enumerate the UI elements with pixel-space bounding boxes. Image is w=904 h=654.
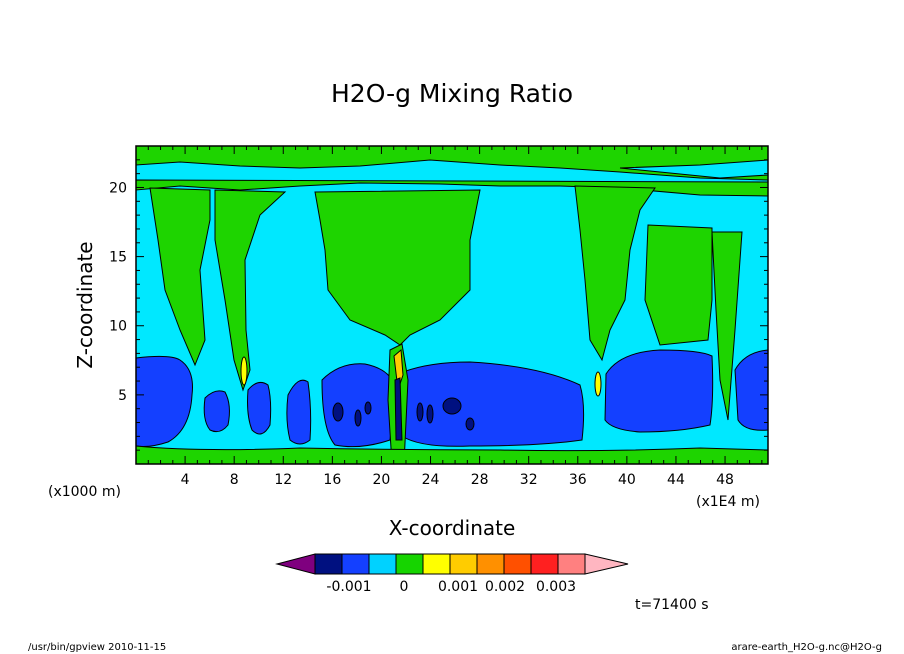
x-tick-label: 44 — [667, 472, 685, 488]
x-tick-label: 24 — [422, 472, 440, 488]
x-tick-label: 16 — [323, 472, 341, 488]
plume-2 — [214, 189, 287, 392]
x-tick-label: 8 — [230, 472, 239, 488]
colorbar-swatch — [395, 553, 424, 575]
y-tick-label: 5 — [118, 388, 127, 404]
colorbar-swatch — [530, 553, 559, 575]
colorbar-swatch — [503, 553, 532, 575]
y-axis: 5 10 15 20 — [109, 159, 768, 451]
y-unit-label: (x1000 m) — [48, 484, 121, 500]
blob-5 — [321, 363, 394, 448]
colorbar-over-triangle — [584, 553, 629, 575]
core-6 — [442, 397, 462, 415]
colorbar-label: 0.003 — [536, 579, 576, 595]
y-tick-label: 15 — [109, 250, 127, 266]
yellow-spot-2 — [594, 371, 602, 397]
plume-right — [574, 185, 656, 362]
colorbar-label: -0.001 — [326, 579, 371, 595]
plot-frame — [135, 145, 769, 465]
plot-area — [135, 145, 769, 465]
x-unit-label: (x1E4 m) — [696, 494, 760, 510]
y-tick-label: 20 — [109, 180, 127, 196]
core-1 — [332, 402, 344, 422]
plume-edge — [711, 231, 743, 421]
core-4 — [416, 402, 424, 422]
blob-4 — [286, 379, 312, 445]
y-tick-label: 10 — [109, 319, 127, 335]
blob-2 — [203, 390, 230, 433]
contour-upper-band — [135, 145, 769, 181]
colorbar-label: 0 — [400, 579, 409, 595]
x-tick-label: 4 — [181, 472, 190, 488]
colorbar-swatch — [449, 553, 478, 575]
x-tick-label: 20 — [373, 472, 391, 488]
colorbar-swatch — [341, 553, 370, 575]
x-tick-label: 48 — [716, 472, 734, 488]
y-axis-label: Z-coordinate — [73, 241, 97, 368]
core-5 — [426, 404, 434, 424]
colorbar-swatch — [476, 553, 505, 575]
colorbar-swatch — [422, 553, 451, 575]
x-tick-label: 12 — [274, 472, 292, 488]
colorbar-swatch — [314, 553, 343, 575]
x-tick-label: 28 — [471, 472, 489, 488]
contour-upper-band2 — [135, 179, 769, 197]
colorbar-label: 0.002 — [485, 579, 525, 595]
x-tick-label: 36 — [569, 472, 587, 488]
x-axis: 4 8 12 16 20 24 28 32 36 40 44 48 — [147, 146, 763, 488]
blob-6 — [401, 361, 585, 447]
blob-7 — [604, 349, 714, 433]
time-label: t=71400 s — [635, 597, 709, 613]
core-3 — [364, 401, 372, 415]
column-dark — [394, 377, 403, 441]
chart-title: H2O-g Mixing Ratio — [331, 79, 573, 108]
bottom-band — [135, 445, 769, 465]
colorbar-label: 0.001 — [438, 579, 478, 595]
blob-3 — [247, 381, 272, 435]
core-2 — [354, 409, 362, 427]
yellow-spot-1 — [240, 356, 248, 386]
footer-right: arare-earth_H2O-g.nc@H2O-g — [731, 642, 882, 653]
x-tick-label: 32 — [520, 472, 538, 488]
blob-1 — [135, 355, 193, 447]
colorbar-under-triangle — [275, 553, 316, 575]
plume-1 — [149, 187, 211, 367]
core-7 — [465, 417, 475, 431]
x-axis-label: X-coordinate — [389, 516, 516, 540]
x-tick-label: 40 — [618, 472, 636, 488]
column-yellow — [393, 348, 404, 391]
plume-far-right — [644, 224, 713, 346]
colorbar-swatch — [368, 553, 397, 575]
colorbar-swatch — [557, 553, 586, 575]
colorbar: -0.001 0 0.001 0.002 0.003 — [275, 553, 629, 595]
footer-left: /usr/bin/gpview 2010-11-15 — [28, 642, 166, 653]
